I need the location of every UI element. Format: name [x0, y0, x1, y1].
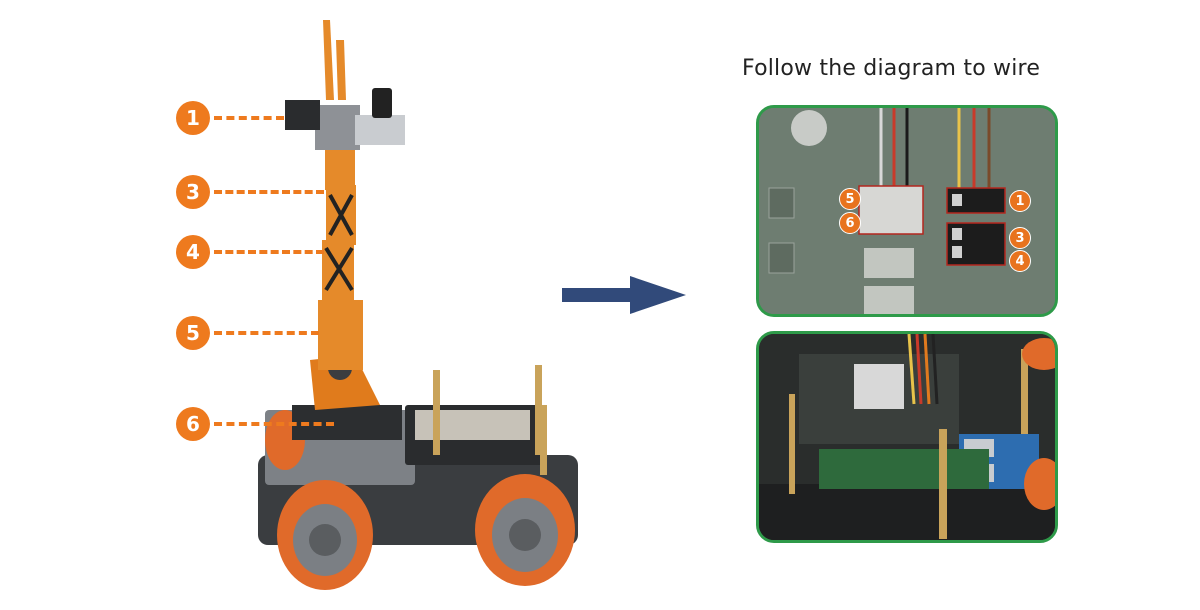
callout-5: 5 — [176, 316, 210, 350]
callout-6: 6 — [176, 407, 210, 441]
callout-1: 1 — [176, 101, 210, 135]
leader-line-1 — [214, 116, 284, 120]
board-callout-3: 3 — [1009, 227, 1031, 249]
callout-3: 3 — [176, 175, 210, 209]
leader-line-4 — [214, 250, 324, 254]
leader-line-3 — [214, 190, 324, 194]
board-callout-1: 1 — [1009, 190, 1031, 212]
diagram-heading: Follow the diagram to wire — [742, 56, 1041, 81]
board-callout-6: 6 — [839, 212, 861, 234]
right-arrow-icon — [562, 276, 686, 314]
servo-board-closeup-image: 5 6 1 3 4 — [756, 105, 1058, 317]
robot-arm-car-image — [258, 20, 578, 590]
board-callout-5: 5 — [839, 188, 861, 210]
leader-line-5 — [214, 331, 319, 335]
leader-line-6 — [214, 422, 334, 426]
callout-4: 4 — [176, 235, 210, 269]
board-callout-4: 4 — [1009, 250, 1031, 272]
wiring-photo-image — [756, 331, 1058, 543]
